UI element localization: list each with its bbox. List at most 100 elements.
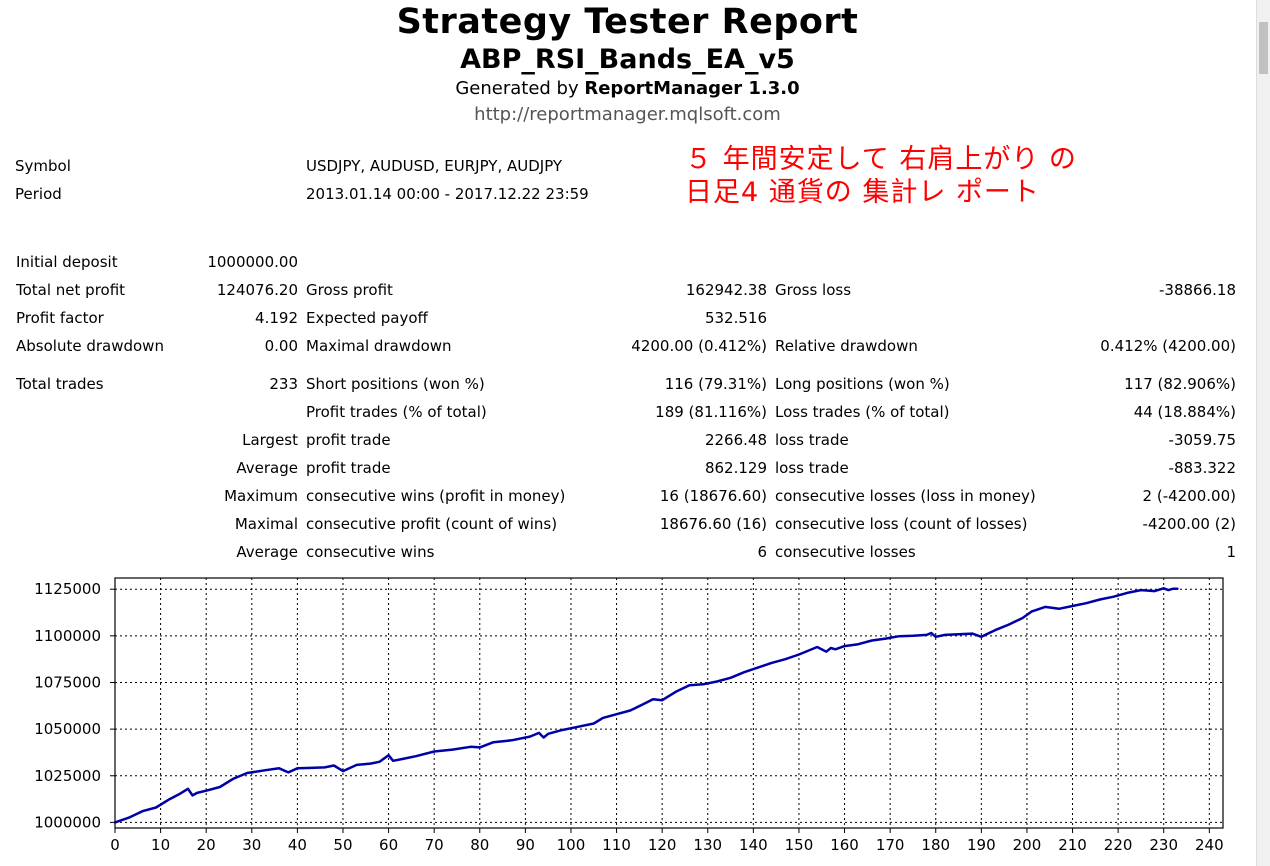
x-tick-label: 30: [242, 836, 261, 854]
generator-url[interactable]: http://reportmanager.mqlsoft.com: [474, 104, 781, 125]
report-title: Strategy Tester Report: [396, 2, 859, 42]
max-consec-losses-label: consecutive losses (loss in money): [775, 487, 1036, 505]
profit-trades-label: Profit trades (% of total): [306, 403, 487, 421]
y-tick-label: 1025000: [34, 767, 101, 785]
short-positions-value: 116 (79.31%): [664, 375, 767, 393]
average-label: Average: [236, 459, 298, 477]
x-tick-label: 210: [1058, 836, 1087, 854]
plot-frame: [114, 577, 1224, 829]
maximal-consec-profit-value: 18676.60 (16): [659, 515, 767, 533]
gross-profit-value: 162942.38: [685, 281, 767, 299]
y-tick-label: 1100000: [34, 627, 101, 645]
expected-payoff-value: 532.516: [704, 309, 767, 327]
x-tick-label: 50: [333, 836, 352, 854]
max-consec-wins-value: 16 (18676.60): [659, 487, 767, 505]
average-loss-value: -883.322: [1168, 459, 1236, 477]
largest-loss-label: loss trade: [775, 431, 849, 449]
avg-consec-losses-value: 1: [1226, 543, 1236, 561]
generator-name: ReportManager 1.3.0: [584, 78, 800, 99]
scrollbar-thumb[interactable]: [1259, 22, 1268, 74]
period-value: 2013.01.14 00:00 - 2017.12.22 23:59: [306, 185, 589, 203]
maximal-consec-profit-label: consecutive profit (count of wins): [306, 515, 558, 533]
maximal-drawdown-label: Maximal drawdown: [306, 337, 452, 355]
maximum-label: Maximum: [224, 487, 298, 505]
avg-consec-losses-label: consecutive losses: [775, 543, 916, 561]
maximal-label: Maximal: [234, 515, 298, 533]
total-net-profit-value: 124076.20: [216, 281, 298, 299]
y-tick-label: 1125000: [34, 580, 101, 598]
generated-by: Generated by ReportManager 1.3.0: [0, 78, 1255, 99]
vertical-scrollbar[interactable]: [1256, 0, 1270, 866]
y-tick-label: 1050000: [34, 720, 101, 738]
loss-trades-value: 44 (18.884%): [1133, 403, 1236, 421]
x-tick-label: 180: [921, 836, 950, 854]
loss-trades-label: Loss trades (% of total): [775, 403, 950, 421]
initial-deposit-label: Initial deposit: [16, 253, 118, 271]
profit-factor-value: 4.192: [255, 309, 298, 327]
gross-loss-label: Gross loss: [775, 281, 852, 299]
generated-prefix: Generated by: [455, 78, 579, 99]
x-tick-label: 100: [557, 836, 586, 854]
x-tick-label: 160: [830, 836, 859, 854]
x-tick-label: 190: [967, 836, 996, 854]
gross-loss-value: -38866.18: [1159, 281, 1236, 299]
max-consec-wins-label: consecutive wins (profit in money): [306, 487, 566, 505]
max-consec-losses-value: 2 (-4200.00): [1142, 487, 1236, 505]
x-tick-label: 120: [648, 836, 677, 854]
x-tick-label: 90: [516, 836, 535, 854]
x-tick-label: 40: [288, 836, 307, 854]
x-tick-label: 220: [1104, 836, 1133, 854]
x-tick-label: 150: [785, 836, 814, 854]
x-tick-label: 80: [470, 836, 489, 854]
x-tick-label: 10: [151, 836, 170, 854]
annotation-line-2: 日足4 通貨の 集計レ ポート: [685, 177, 1040, 208]
x-tick-label: 200: [1013, 836, 1042, 854]
long-positions-label: Long positions (won %): [775, 375, 950, 393]
absolute-drawdown-value: 0.00: [264, 337, 298, 355]
annotation-line-1: ５ 年間安定して 右肩上がり の: [685, 144, 1077, 175]
symbol-value: USDJPY, AUDUSD, EURJPY, AUDJPY: [306, 157, 563, 175]
maximal-consec-loss-label: consecutive loss (count of losses): [775, 515, 1028, 533]
profit-factor-label: Profit factor: [16, 309, 104, 327]
x-tick-label: 110: [602, 836, 631, 854]
largest-profit-value: 2266.48: [704, 431, 767, 449]
long-positions-value: 117 (82.906%): [1124, 375, 1236, 393]
average-loss-label: loss trade: [775, 459, 849, 477]
largest-profit-label: profit trade: [306, 431, 391, 449]
x-tick-label: 140: [739, 836, 768, 854]
x-tick-label: 130: [693, 836, 722, 854]
total-trades-label: Total trades: [16, 375, 104, 393]
avg-consec-wins-value: 6: [757, 543, 767, 561]
largest-loss-value: -3059.75: [1168, 431, 1236, 449]
symbol-label: Symbol: [15, 157, 71, 175]
maximal-drawdown-value: 4200.00 (0.412%): [631, 337, 767, 355]
total-net-profit-label: Total net profit: [16, 281, 126, 299]
profit-trades-value: 189 (81.116%): [655, 403, 767, 421]
short-positions-label: Short positions (won %): [306, 375, 485, 393]
avg-consec-wins-label: consecutive wins: [306, 543, 435, 561]
maximal-consec-loss-value: -4200.00 (2): [1142, 515, 1236, 533]
relative-drawdown-label: Relative drawdown: [775, 337, 918, 355]
period-label: Period: [15, 185, 62, 203]
average-profit-value: 862.129: [704, 459, 767, 477]
balance-chart: 0 10 20 30 40 50 60 70 80 90 100 110 120 130 140 150 160…: [34, 577, 1224, 854]
x-tick-label: 70: [425, 836, 444, 854]
initial-deposit-value: 1000000.00: [207, 253, 298, 271]
y-tick-label: 1000000: [34, 813, 101, 831]
average-profit-label: profit trade: [306, 459, 391, 477]
balance-line: [113, 587, 1179, 824]
total-trades-value: 233: [269, 375, 298, 393]
largest-label: Largest: [242, 431, 298, 449]
relative-drawdown-value: 0.412% (4200.00): [1100, 337, 1236, 355]
y-tick-label: 1075000: [34, 673, 101, 691]
x-tick-label: 170: [876, 836, 905, 854]
x-tick-label: 240: [1195, 836, 1224, 854]
absolute-drawdown-label: Absolute drawdown: [16, 337, 164, 355]
average-consec-label: Average: [236, 543, 298, 561]
expected-payoff-label: Expected payoff: [306, 309, 428, 327]
x-tick-label: 0: [110, 836, 120, 854]
x-tick-label: 230: [1149, 836, 1178, 854]
gross-profit-label: Gross profit: [306, 281, 393, 299]
ea-name: ABP_RSI_Bands_EA_v5: [460, 44, 795, 75]
x-tick-label: 20: [197, 836, 216, 854]
